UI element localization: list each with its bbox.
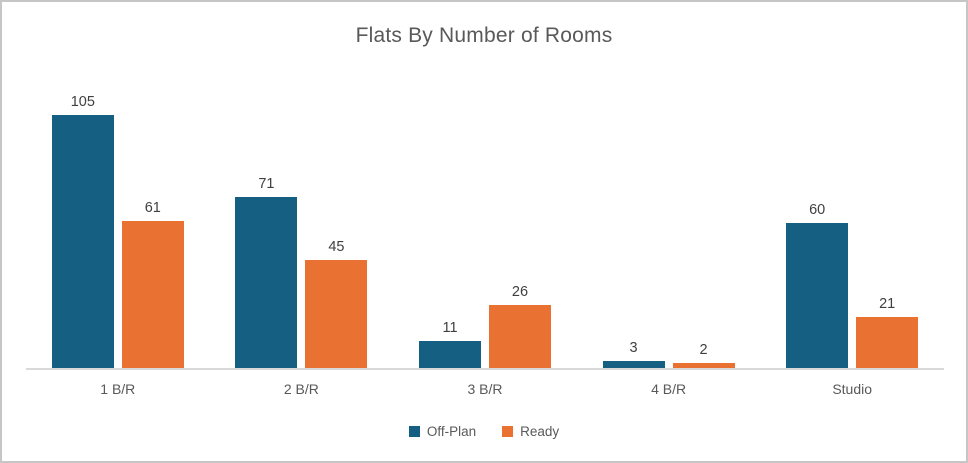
bar-value-label: 105	[70, 93, 95, 110]
ready-legend-swatch-icon	[502, 426, 514, 437]
category-axis: 1 B/R 2 B/R 3 B/R 4 B/R Studio	[26, 370, 944, 397]
bar-column: 3	[602, 339, 665, 368]
bar-group-2-b-r: 71 45	[210, 175, 394, 368]
bar-column: 60	[786, 201, 849, 368]
ready-bar	[672, 363, 735, 368]
category-label: 3 B/R	[467, 381, 503, 397]
bar-value-label: 26	[511, 283, 529, 300]
ready-bar	[305, 260, 368, 368]
ready-bar	[856, 317, 919, 368]
off-plan-bar	[418, 341, 481, 368]
bar-value-label: 45	[328, 238, 345, 255]
ready-bar	[488, 305, 551, 368]
bar-value-label: 60	[809, 201, 826, 218]
offplan-legend-swatch-icon	[408, 426, 420, 437]
legend-label-ready: Ready	[520, 424, 560, 439]
bar-column: 21	[856, 295, 919, 368]
chart-area: 105 61 71 45 11 26 3 2 60 21 1 B/R 2 B/R 3 B/R 4 B/R…	[26, 74, 944, 397]
off-plan-bar	[51, 115, 114, 368]
category-label: 1 B/R	[100, 381, 136, 397]
bar-value-label: 61	[144, 199, 161, 216]
bar-column: 71	[235, 175, 298, 368]
bar-group-1-b-r: 105 61	[26, 93, 210, 368]
off-plan-bar	[235, 197, 298, 368]
category-label: Studio	[832, 381, 873, 397]
bar-column: 45	[305, 238, 368, 368]
chart-title: Flats By Number of Rooms	[355, 24, 613, 47]
legend-item-ready: Ready	[502, 424, 559, 439]
bar-column: 26	[488, 283, 551, 368]
bar-value-label: 2	[699, 341, 708, 358]
legend-item-offplan: Off-Plan	[408, 424, 477, 439]
bar-value-label: 21	[879, 295, 896, 312]
bar-column: 105	[51, 93, 114, 368]
legend: Off-Plan Ready	[2, 424, 966, 439]
bar-column: 11	[418, 319, 481, 368]
bar-value-label: 11	[442, 319, 458, 336]
category-label: 4 B/R	[651, 381, 687, 397]
bar-group-studio: 60 21	[760, 201, 944, 368]
bar-column: 61	[121, 199, 184, 368]
bar-value-label: 71	[258, 175, 275, 192]
bar-group-3-b-r: 11 26	[393, 283, 577, 368]
off-plan-bar	[602, 361, 665, 368]
category-label: 2 B/R	[283, 381, 319, 397]
bar-column: 2	[672, 341, 735, 368]
ready-bar	[121, 221, 184, 368]
bar-value-label: 3	[629, 339, 638, 356]
plot-area: 105 61 71 45 11 26 3 2 60 21	[26, 74, 944, 370]
legend-label-offplan: Off-Plan	[426, 424, 477, 439]
off-plan-bar	[786, 223, 849, 368]
